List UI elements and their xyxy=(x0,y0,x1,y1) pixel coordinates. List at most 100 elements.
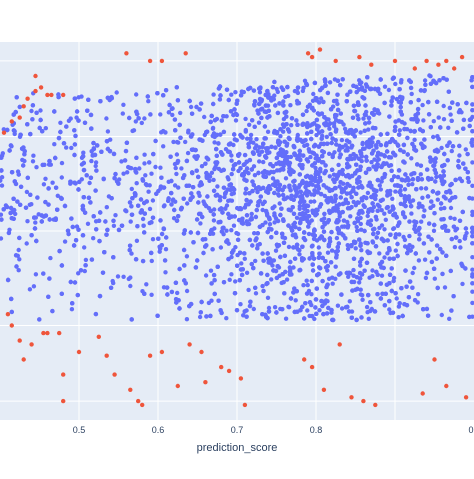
data-point xyxy=(456,165,462,170)
data-point xyxy=(133,119,138,124)
data-point xyxy=(265,213,270,218)
data-point xyxy=(281,163,286,169)
data-point xyxy=(17,257,22,262)
data-point xyxy=(177,122,182,128)
data-point xyxy=(432,222,437,228)
data-point xyxy=(15,199,20,204)
data-point xyxy=(348,214,353,219)
data-point xyxy=(218,132,223,137)
data-point xyxy=(319,234,325,240)
data-point xyxy=(234,308,240,313)
data-point xyxy=(322,193,327,199)
data-point xyxy=(309,364,315,370)
data-point xyxy=(353,153,359,159)
data-point xyxy=(412,66,417,71)
data-point xyxy=(429,237,434,242)
data-point xyxy=(265,88,270,94)
data-point xyxy=(470,102,474,107)
data-point xyxy=(366,166,371,172)
data-point xyxy=(335,78,341,84)
data-point xyxy=(76,349,82,355)
data-point xyxy=(396,315,401,320)
data-point xyxy=(335,244,340,250)
data-point xyxy=(345,161,350,167)
data-point xyxy=(424,270,430,276)
data-point xyxy=(254,207,259,213)
data-point xyxy=(267,222,273,227)
data-point xyxy=(255,231,260,236)
data-point xyxy=(121,171,126,176)
data-point xyxy=(359,256,364,262)
data-point xyxy=(334,127,339,132)
data-point xyxy=(463,395,469,400)
data-point xyxy=(272,220,277,225)
data-point xyxy=(464,100,469,106)
data-point xyxy=(365,249,370,254)
data-point xyxy=(264,146,269,151)
data-point xyxy=(228,109,234,114)
data-point xyxy=(94,227,99,232)
data-point xyxy=(450,144,456,149)
data-point xyxy=(129,317,134,322)
data-point xyxy=(263,220,268,225)
data-point xyxy=(449,308,454,313)
data-point xyxy=(401,159,406,164)
data-point xyxy=(276,160,282,165)
data-point xyxy=(345,200,351,206)
data-point xyxy=(236,217,242,223)
data-point xyxy=(212,166,217,172)
data-point xyxy=(307,149,312,154)
data-point xyxy=(96,334,102,339)
data-point xyxy=(427,250,432,255)
data-point xyxy=(440,271,445,277)
data-point xyxy=(9,296,14,302)
data-point xyxy=(422,208,427,213)
data-point xyxy=(274,230,279,235)
data-point xyxy=(436,115,441,120)
data-point xyxy=(313,213,318,218)
data-point xyxy=(354,224,359,230)
data-point xyxy=(394,296,399,301)
data-point xyxy=(338,180,343,185)
data-point xyxy=(174,171,179,177)
data-point xyxy=(360,297,365,302)
data-point xyxy=(355,102,361,108)
data-point xyxy=(275,110,281,116)
data-point xyxy=(316,245,321,250)
data-point xyxy=(415,106,421,112)
data-point xyxy=(441,169,446,174)
data-point xyxy=(272,305,278,310)
data-point xyxy=(264,109,269,115)
data-point xyxy=(379,208,384,213)
data-point xyxy=(101,176,106,181)
data-point xyxy=(374,158,380,163)
data-point xyxy=(284,109,289,115)
data-point xyxy=(432,148,438,154)
data-point xyxy=(377,183,382,188)
data-point xyxy=(136,116,141,121)
data-point xyxy=(105,227,110,233)
data-point xyxy=(76,95,81,100)
data-point xyxy=(85,108,90,113)
data-point xyxy=(93,160,99,165)
data-point xyxy=(336,241,341,246)
data-point xyxy=(387,307,392,312)
data-point xyxy=(280,272,285,277)
data-point xyxy=(121,274,126,279)
data-point xyxy=(309,106,315,111)
data-point xyxy=(97,293,103,299)
data-point xyxy=(173,128,178,133)
data-point xyxy=(109,196,114,201)
data-point xyxy=(282,196,287,202)
data-point xyxy=(236,153,241,158)
data-point xyxy=(390,196,395,201)
data-point xyxy=(358,243,363,248)
data-point xyxy=(6,230,12,236)
data-point xyxy=(277,201,282,206)
data-point xyxy=(110,278,115,284)
data-point xyxy=(184,288,190,294)
data-point xyxy=(371,231,376,237)
data-point xyxy=(317,308,322,313)
data-point xyxy=(444,77,449,82)
data-point xyxy=(104,232,109,237)
